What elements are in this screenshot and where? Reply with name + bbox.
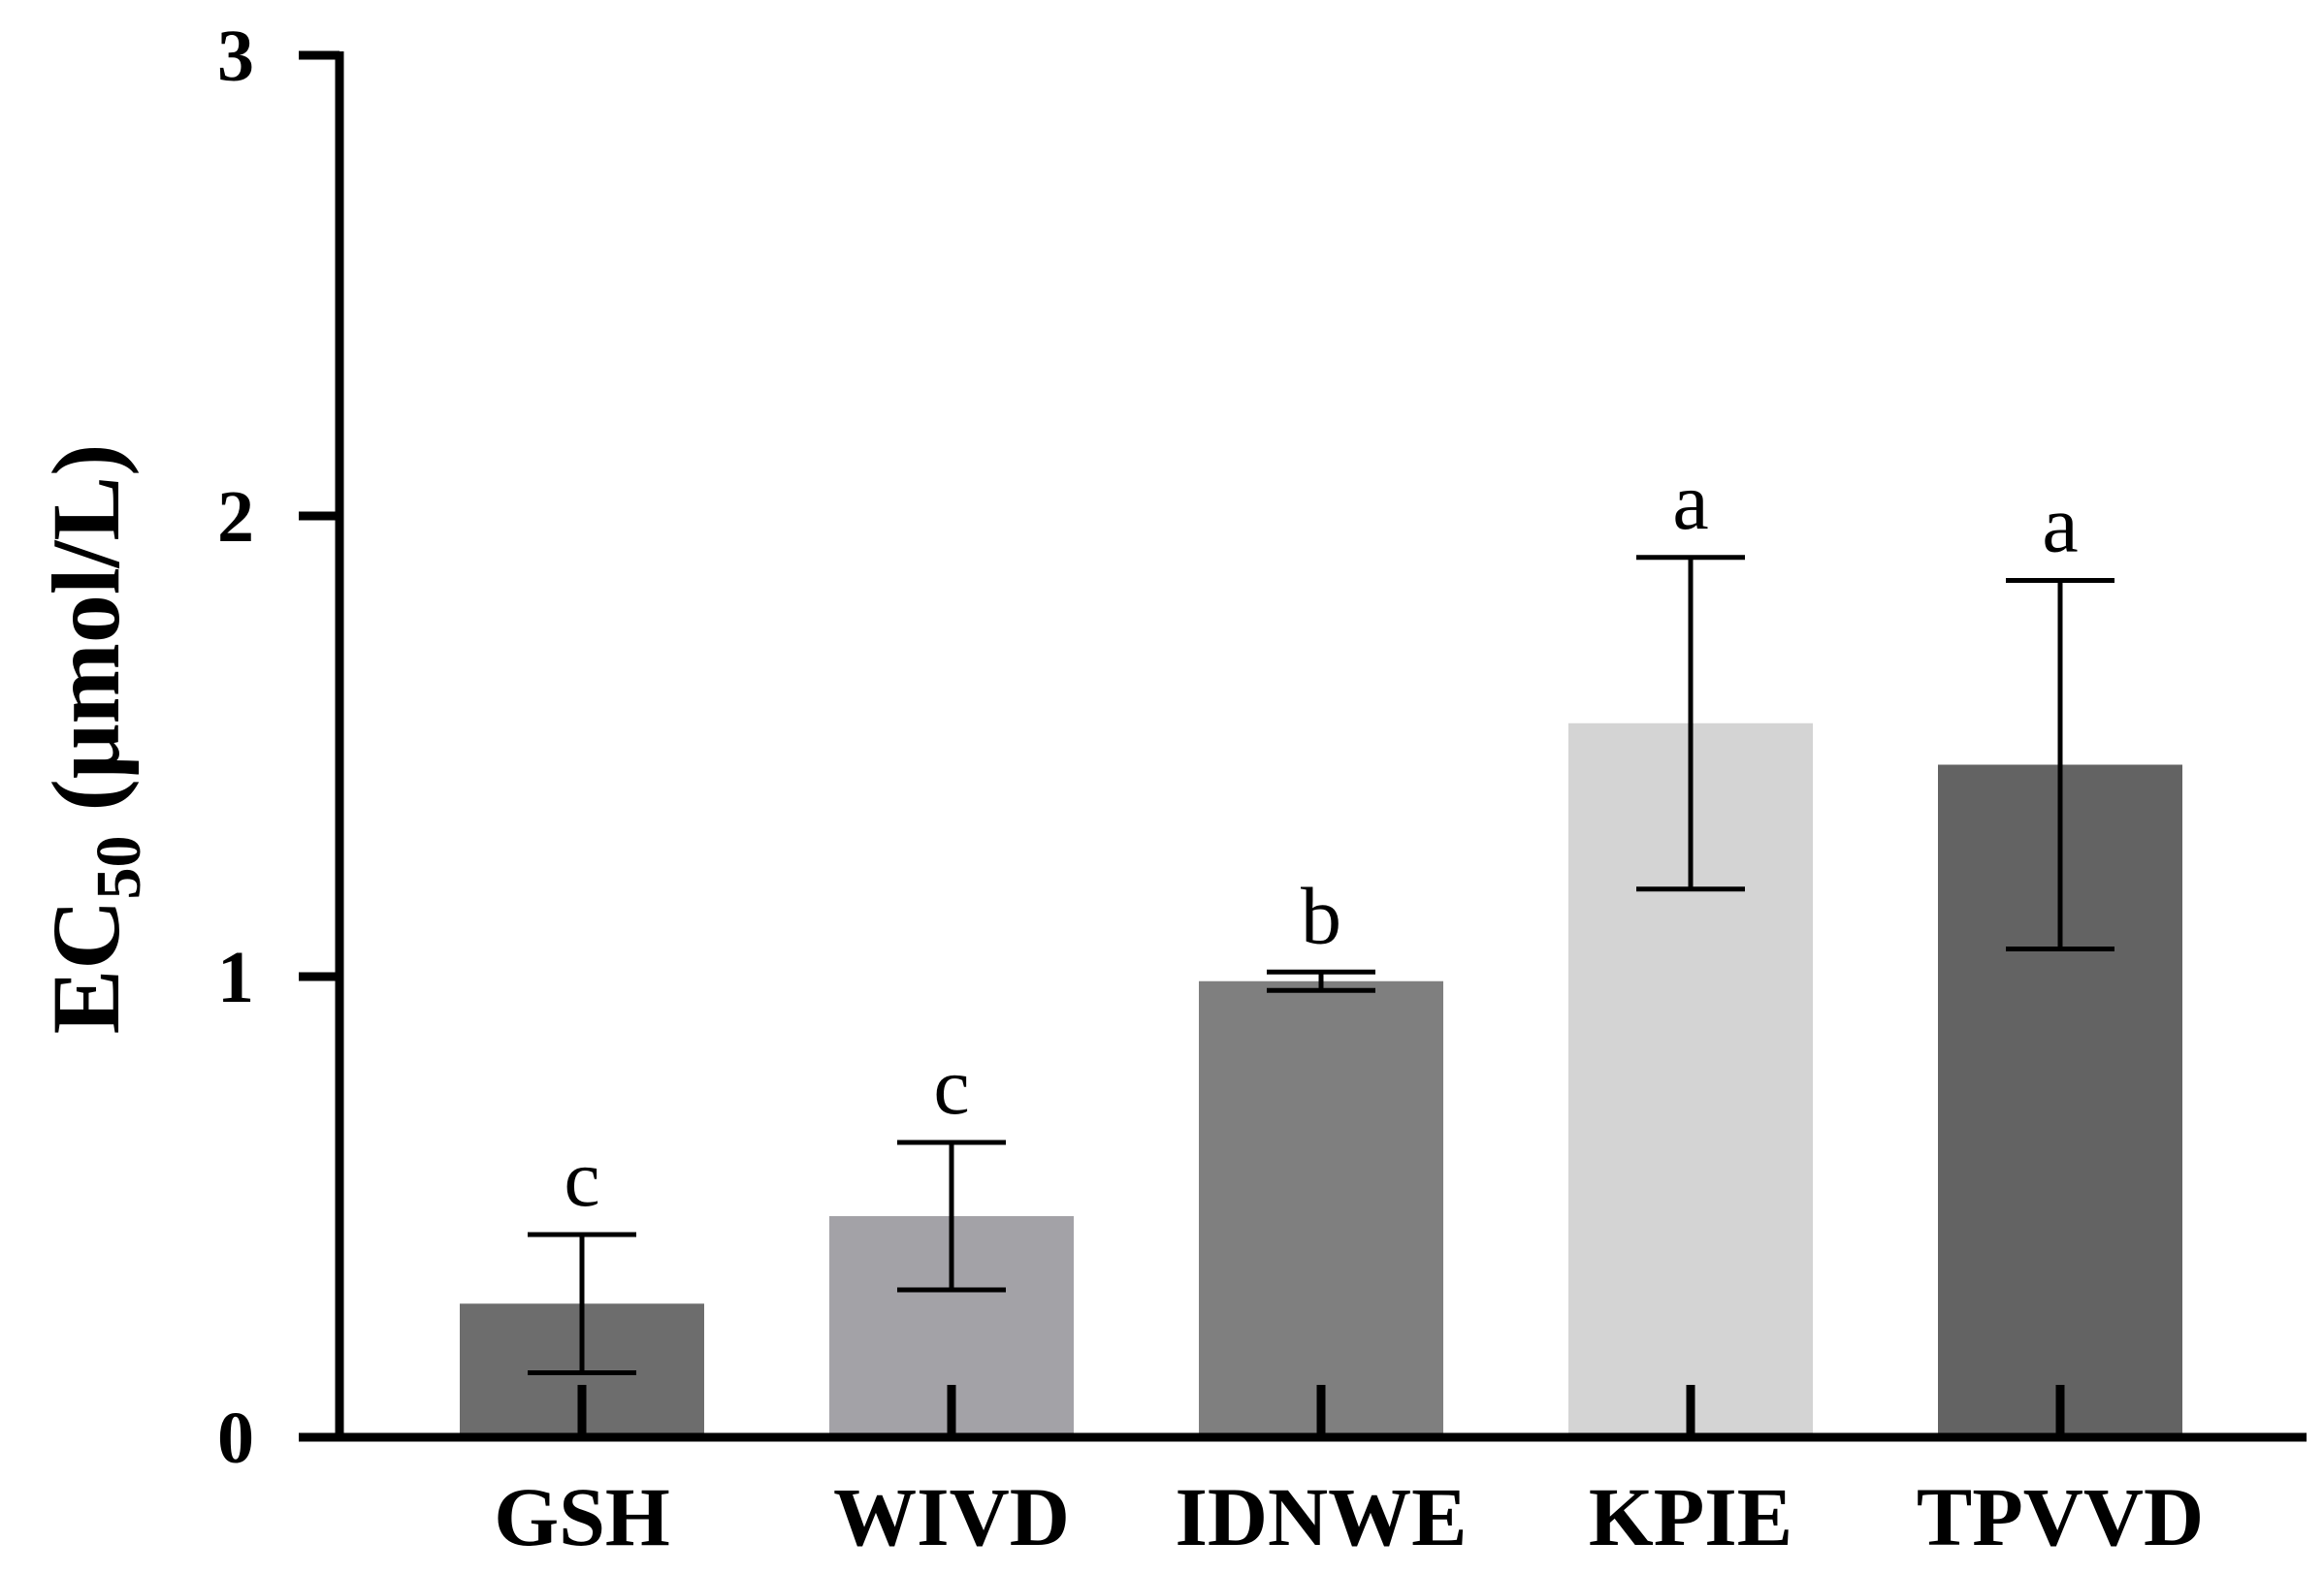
x-tick-label-gsh: GSH bbox=[494, 1470, 670, 1563]
significance-letter-gsh: c bbox=[564, 1134, 599, 1224]
y-axis-title: EC50 (μmol/L) bbox=[32, 444, 154, 1035]
y-axis-title-subscript: 50 bbox=[83, 835, 154, 899]
y-tick-label-0: 0 bbox=[217, 1397, 254, 1479]
bars-layer bbox=[460, 723, 2182, 1437]
x-tick-label-idnwe: IDNWE bbox=[1175, 1470, 1467, 1563]
y-tick-label-2: 2 bbox=[217, 476, 254, 558]
bar-idnwe bbox=[1199, 980, 1443, 1437]
y-tick-label-3: 3 bbox=[217, 16, 254, 97]
labels-layer: 0 1 2 3 GSH c WIVD c IDNWE b KPIE a TPVVD a bbox=[217, 16, 2204, 1563]
ticks-layer bbox=[299, 50, 2065, 1442]
y-tick-label-1: 1 bbox=[217, 937, 254, 1018]
significance-letter-kpie: a bbox=[1672, 457, 1708, 547]
x-tick-label-kpie: KPIE bbox=[1589, 1470, 1792, 1563]
x-tick-label-wivd: WIVD bbox=[833, 1470, 1070, 1563]
significance-letter-idnwe: b bbox=[1301, 871, 1341, 961]
significance-letter-wivd: c bbox=[933, 1042, 969, 1132]
significance-letter-tpvvd: a bbox=[2042, 480, 2078, 570]
error-bars-layer bbox=[528, 555, 2114, 1375]
y-axis-title-unit: (μmol/L) bbox=[32, 444, 140, 836]
x-tick-label-tpvvd: TPVVD bbox=[1917, 1470, 2204, 1563]
y-axis-title-main: EC bbox=[32, 899, 140, 1034]
